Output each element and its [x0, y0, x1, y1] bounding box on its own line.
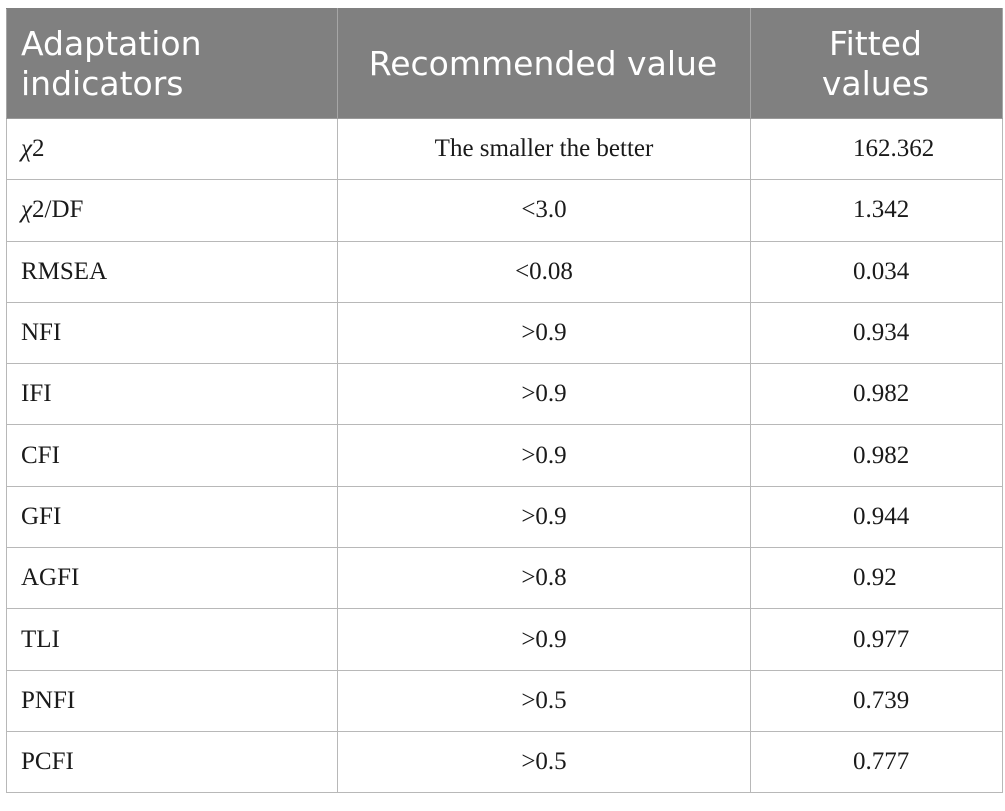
indicator-cell: TLI — [6, 608, 338, 671]
recommended-cell: >0.5 — [337, 730, 751, 794]
indicator-cell: IFI — [6, 363, 338, 426]
recommended-cell: >0.5 — [337, 669, 751, 732]
indicator-cell: PCFI — [6, 730, 338, 794]
table-body: χ2 The smaller the better 162.362 χ2/DF … — [6, 117, 1003, 794]
recommended-cell: >0.9 — [337, 424, 751, 487]
table-row: RMSEA <0.08 0.034 — [6, 240, 1003, 303]
indicator-cell: CFI — [6, 424, 338, 487]
indicator-cell: RMSEA — [6, 240, 338, 303]
fitted-cell: 0.934 — [750, 301, 1003, 365]
fit-indices-table: Adaptation indicators Recommended value F… — [6, 8, 1003, 794]
header-adaptation-indicators: Adaptation indicators — [6, 8, 338, 119]
fitted-cell: 0.739 — [750, 669, 1003, 732]
fitted-cell: 0.777 — [750, 730, 1003, 794]
recommended-cell: >0.9 — [337, 608, 751, 671]
header-fitted-values: Fitted values — [750, 8, 1003, 119]
recommended-cell: >0.9 — [337, 363, 751, 426]
table-row: PNFI >0.5 0.739 — [6, 669, 1003, 732]
recommended-cell: >0.8 — [337, 547, 751, 610]
fitted-cell: 0.92 — [750, 547, 1003, 610]
table-row: CFI >0.9 0.982 — [6, 424, 1003, 487]
chi-symbol: χ — [21, 196, 32, 224]
header-label-line2: indicators — [21, 63, 184, 103]
header-label-line1: Adaptation — [21, 23, 202, 63]
indicator-cell: PNFI — [6, 669, 338, 732]
header-recommended-value: Recommended value — [337, 8, 751, 119]
header-label-line1: Fitted — [829, 23, 922, 63]
chi-symbol: χ — [21, 135, 32, 163]
fitted-cell: 0.034 — [750, 240, 1003, 303]
recommended-cell: >0.9 — [337, 485, 751, 549]
fitted-cell: 0.982 — [750, 363, 1003, 426]
recommended-cell: >0.9 — [337, 301, 751, 365]
fitted-cell: 0.982 — [750, 424, 1003, 487]
fitted-cell: 0.977 — [750, 608, 1003, 671]
recommended-cell: The smaller the better — [337, 117, 751, 181]
table-row: χ2 The smaller the better 162.362 — [6, 117, 1003, 181]
indicator-cell: AGFI — [6, 547, 338, 610]
recommended-cell: <3.0 — [337, 179, 751, 242]
header-label-line2: values — [821, 63, 930, 103]
table-row: χ2/DF <3.0 1.342 — [6, 179, 1003, 242]
table-row: AGFI >0.8 0.92 — [6, 547, 1003, 610]
table-row: NFI >0.9 0.934 — [6, 301, 1003, 365]
recommended-cell: <0.08 — [337, 240, 751, 303]
table-header: Adaptation indicators Recommended value F… — [6, 8, 1003, 119]
indicator-cell: NFI — [6, 301, 338, 365]
fitted-cell: 162.362 — [750, 117, 1003, 181]
indicator-cell: GFI — [6, 485, 338, 549]
table-row: PCFI >0.5 0.777 — [6, 730, 1003, 794]
header-label-line1: Recommended value — [368, 43, 718, 83]
indicator-cell: χ2 — [6, 117, 338, 181]
fitted-cell: 1.342 — [750, 179, 1003, 242]
fitted-cell: 0.944 — [750, 485, 1003, 549]
table-row: TLI >0.9 0.977 — [6, 608, 1003, 671]
table-row: GFI >0.9 0.944 — [6, 485, 1003, 549]
indicator-cell: χ2/DF — [6, 179, 338, 242]
table-row: IFI >0.9 0.982 — [6, 363, 1003, 426]
header-row: Adaptation indicators Recommended value F… — [6, 8, 1003, 119]
